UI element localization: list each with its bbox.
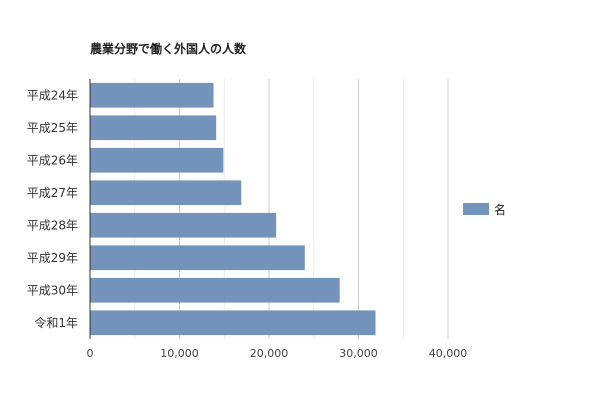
bar [90,212,277,238]
x-tick-label: 10,000 [160,347,199,360]
legend-label: 名 [494,202,506,217]
bar [90,180,242,206]
x-tick-label: 40,000 [429,347,468,360]
category-label: 平成26年 [27,153,78,167]
category-label: 平成28年 [27,218,78,232]
bar [90,147,224,173]
bar [90,277,340,303]
bar [90,245,305,271]
bar [90,82,214,108]
category-label: 平成27年 [27,186,78,200]
legend-swatch [463,203,489,215]
x-tick-label: 0 [87,347,94,360]
category-label: 平成24年 [27,88,78,102]
x-tick-label: 20,000 [250,347,289,360]
bar [90,115,217,141]
bar [90,310,376,336]
category-label: 平成30年 [27,283,78,297]
category-label: 平成29年 [27,251,78,265]
x-tick-label: 30,000 [339,347,378,360]
chart-title: 農業分野で働く外国人の人数 [90,42,247,56]
category-label: 平成25年 [27,121,78,135]
category-label: 令和1年 [34,315,78,330]
